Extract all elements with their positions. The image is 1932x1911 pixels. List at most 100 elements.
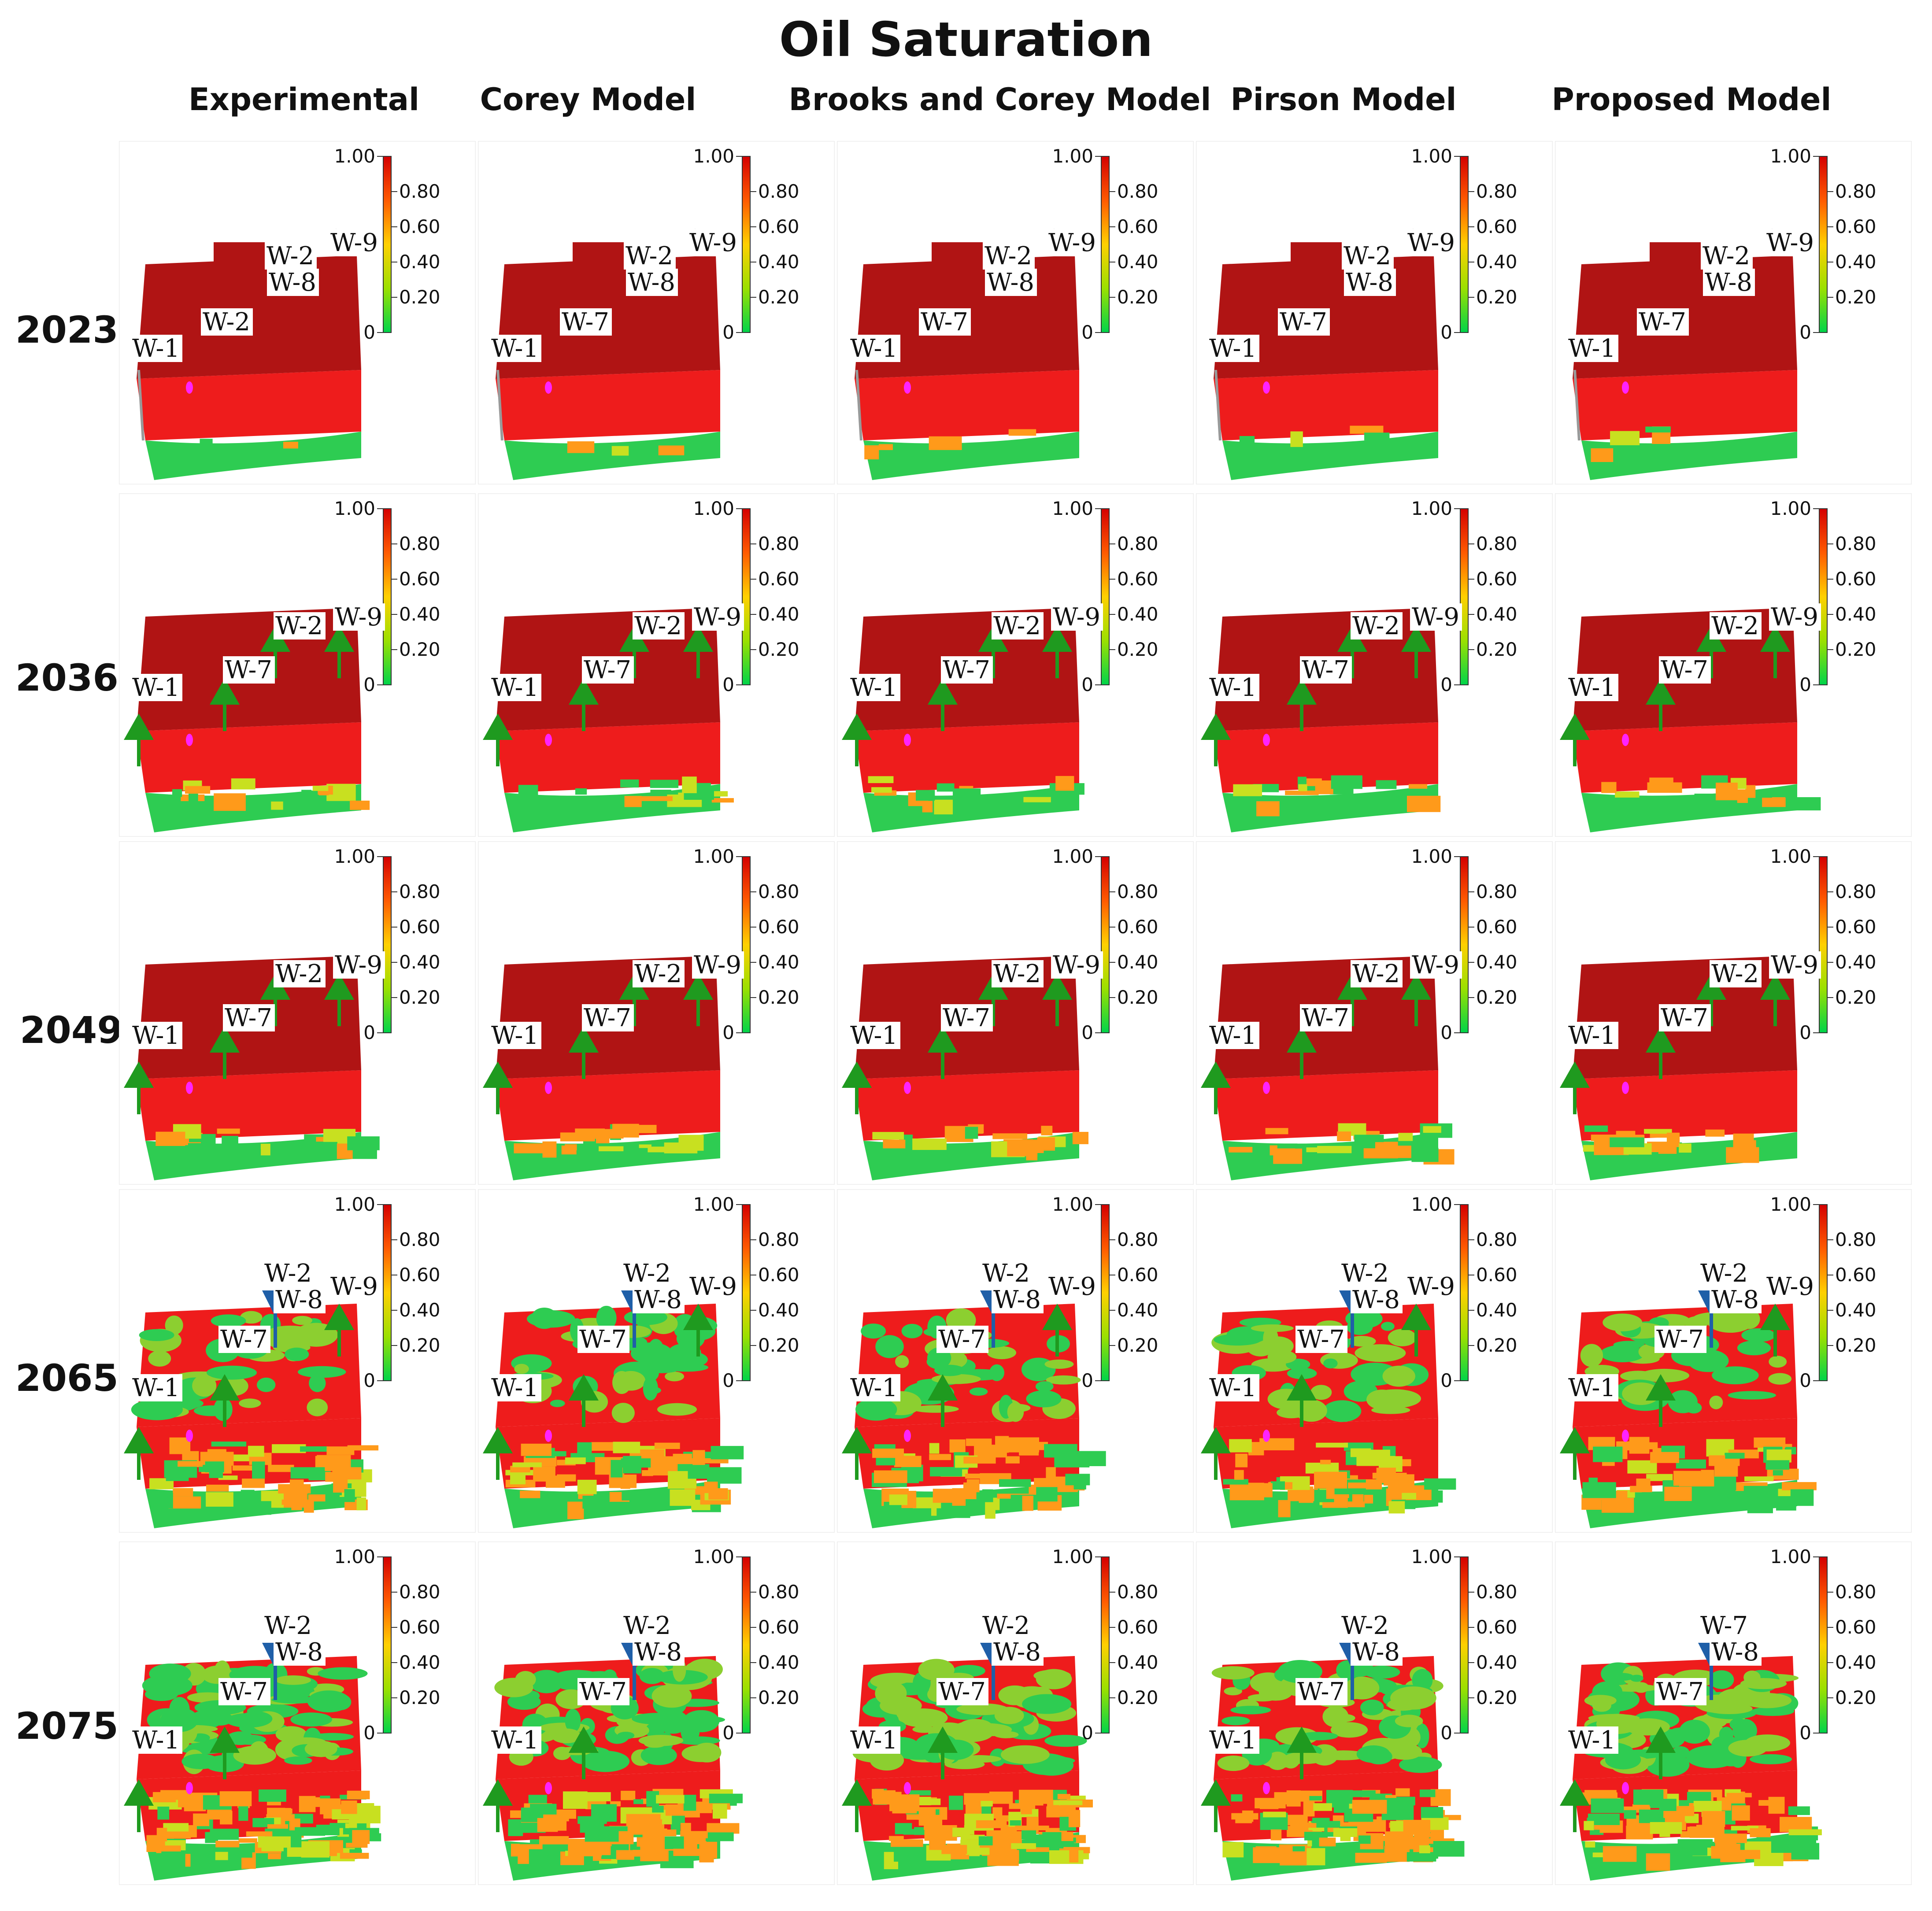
- well-label: W-1: [848, 334, 900, 363]
- green-arrow-well-icon: [683, 1304, 713, 1357]
- colorbar-tick-label: 0.20: [1476, 1687, 1517, 1708]
- saturation-panel: 1.00 0.80 0.60 0.40 0.20 0 W-1 W-7 W-2 W-8: [1196, 1541, 1553, 1885]
- saturation-panel: 1.00 0.80 0.60 0.40 0.20 0 W-1 W-7 W-2 W-8 W-9: [837, 1189, 1194, 1533]
- well-label: W-9: [1047, 1272, 1099, 1301]
- well-label-text: W-7: [225, 1004, 272, 1032]
- colorbar-gradient: [1460, 508, 1469, 685]
- colorbar-tick-label: 0.60: [399, 1616, 440, 1638]
- colorbar-tick-label: 1.00: [1052, 1546, 1093, 1567]
- colorbar: 1.00 0.80 0.60 0.40 0.20 0: [693, 1194, 799, 1391]
- colorbar-tick-label: 0.60: [758, 568, 799, 590]
- well-label: W-7: [1300, 1004, 1352, 1032]
- colorbar-tick-label: 0: [722, 1370, 734, 1391]
- green-arrow-well-icon: [569, 1726, 599, 1779]
- colorbar-tick-label: 1.00: [334, 846, 375, 867]
- well-label: W-1: [848, 1374, 900, 1402]
- colorbar-tick-label: 0.20: [1117, 286, 1158, 308]
- colorbar-tick-label: 0.20: [1476, 987, 1517, 1008]
- well-label-text: W-8: [1705, 268, 1752, 297]
- colorbar: 1.00 0.80 0.60 0.40 0.20 0: [334, 846, 440, 1043]
- colorbar: 1.00 0.80 0.60 0.40 0.20 0: [693, 1546, 799, 1744]
- well-label-text: W-9: [1412, 951, 1459, 980]
- saturation-panel: 1.00 0.80 0.60 0.40 0.20 0 W-1 W-7 W-2 W-8 W-9: [1555, 141, 1912, 484]
- green-arrow-well-icon: [210, 1026, 240, 1079]
- colorbar-tick-label: 0.40: [399, 603, 440, 625]
- magenta-marker-icon: [1622, 1430, 1629, 1442]
- colorbar: 1.00 0.80 0.60 0.40 0.20 0: [334, 498, 440, 695]
- saturation-panel: 1.00 0.80 0.60 0.40 0.20 0 W-1 W-7 W-2 W-8 W-9: [1555, 1189, 1912, 1533]
- colorbar-tick-label: 0.80: [399, 881, 440, 902]
- green-arrow-well-icon: [1646, 1726, 1676, 1779]
- well-label-text: W-9: [1407, 229, 1455, 257]
- well-label: W-1: [130, 1726, 182, 1755]
- well-label: W-8: [1710, 1286, 1762, 1314]
- well-label: W-2: [633, 960, 685, 988]
- green-arrow-well-icon: [683, 973, 713, 1026]
- well-label: W-2: [1710, 612, 1762, 640]
- reservoir-block: [1211, 1304, 1456, 1528]
- well-label: W-9: [1410, 603, 1462, 632]
- well-label: W-8: [274, 1638, 326, 1667]
- colorbar: 1.00 0.80 0.60 0.40 0.20 0: [334, 1546, 440, 1744]
- colorbar-tick-label: 1.00: [1052, 145, 1093, 167]
- well-label: W-9: [1765, 1272, 1817, 1301]
- well-label-text: W-7: [584, 656, 631, 684]
- well-label-text: W-2: [623, 1612, 671, 1640]
- green-arrow-well-icon: [842, 1061, 872, 1114]
- well-label-text: W-9: [335, 603, 382, 632]
- well-label: W-9: [329, 229, 381, 257]
- well-label-text: W-8: [1711, 1286, 1759, 1314]
- well-label: W-9: [692, 951, 744, 980]
- green-arrow-well-icon: [483, 1061, 513, 1114]
- colorbar-tick-label: 0.60: [758, 1616, 799, 1638]
- well-label: W-2: [983, 242, 1035, 270]
- colorbar-tick-label: 0.80: [1835, 1229, 1876, 1250]
- well-label: W-8: [992, 1286, 1044, 1314]
- well-label-text: W-1: [850, 334, 898, 363]
- colorbar-gradient: [1101, 156, 1110, 333]
- colorbar-tick-label: 1.00: [334, 498, 375, 519]
- colorbar-tick-label: 0.40: [399, 951, 440, 973]
- colorbar-tick-label: 0.20: [399, 1687, 440, 1708]
- well-label: W-7: [1659, 1004, 1711, 1032]
- colorbar: 1.00 0.80 0.60 0.40 0.20 0: [1770, 1546, 1876, 1744]
- well-label: W-7: [560, 308, 612, 336]
- green-arrow-well-icon: [124, 713, 154, 766]
- reservoir-block: [131, 1304, 379, 1528]
- colorbar-tick-label: 0.20: [399, 987, 440, 1008]
- well-label-text: W-1: [1209, 1021, 1257, 1050]
- well-label: W-1: [1566, 334, 1618, 363]
- well-label: W-8: [1351, 1638, 1403, 1667]
- green-arrow-well-icon: [1560, 713, 1590, 766]
- well-label: W-2: [274, 960, 326, 988]
- well-label-text: W-9: [1766, 1272, 1814, 1301]
- well-label: W-2: [633, 612, 685, 640]
- colorbar-tick-label: 0.40: [758, 603, 799, 625]
- colorbar-tick-label: 0.20: [758, 1334, 799, 1356]
- well-label-text: W-9: [1048, 229, 1096, 257]
- green-arrow-well-icon: [1401, 625, 1431, 678]
- well-label: W-8: [1351, 1286, 1403, 1314]
- well-label: W-2: [1340, 1259, 1392, 1288]
- well-label: W-1: [848, 1726, 900, 1755]
- colorbar-tick-label: 0: [1799, 1722, 1811, 1744]
- colorbar-tick-label: 0.60: [1117, 568, 1158, 590]
- well-label: W-7: [223, 656, 275, 684]
- green-arrow-well-icon: [124, 1427, 154, 1480]
- colorbar-tick-label: 1.00: [1770, 498, 1811, 519]
- well-label: W-7: [1300, 656, 1352, 684]
- colorbar-tick-label: 0.80: [1835, 533, 1876, 554]
- colorbar-tick-label: 0.80: [1117, 1229, 1158, 1250]
- reservoir-block: [852, 1656, 1093, 1881]
- colorbar-tick-label: 0: [722, 674, 734, 695]
- magenta-marker-icon: [545, 734, 552, 746]
- colorbar-tick-label: 1.00: [1411, 145, 1452, 167]
- green-arrow-well-icon: [1201, 1061, 1231, 1114]
- colorbar-tick-label: 0.80: [1117, 181, 1158, 202]
- colorbar-gradient: [383, 1204, 392, 1381]
- colorbar-tick-label: 0.60: [399, 1264, 440, 1286]
- well-label: W-8: [1344, 268, 1396, 297]
- magenta-marker-icon: [186, 1430, 193, 1442]
- row-label-year: 2023: [15, 308, 118, 351]
- green-arrow-well-icon: [1201, 1779, 1231, 1832]
